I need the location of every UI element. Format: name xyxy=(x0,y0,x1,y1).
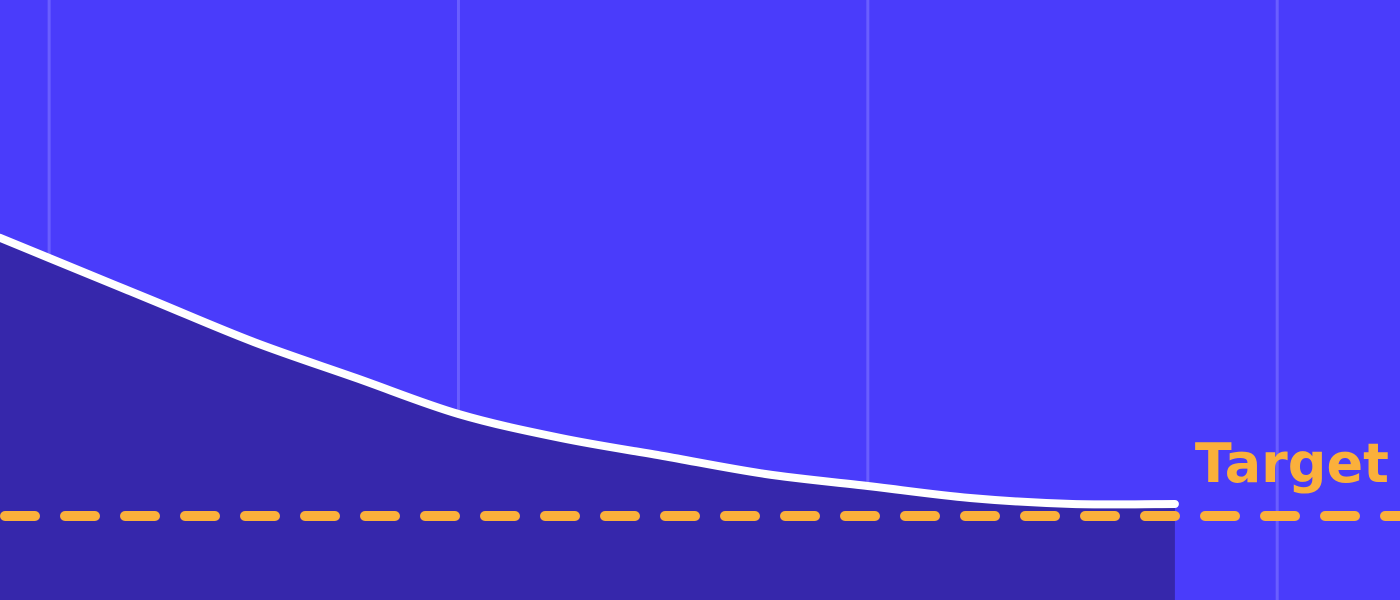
data-point xyxy=(352,374,360,382)
data-point xyxy=(761,470,769,478)
series-line xyxy=(0,233,1179,509)
target-label: Target xyxy=(1195,432,1389,495)
area-fill xyxy=(0,237,1175,600)
data-point xyxy=(1171,500,1179,508)
data-point xyxy=(454,410,462,418)
data-point xyxy=(557,434,565,442)
data-point xyxy=(45,254,53,262)
data-point xyxy=(659,452,667,460)
data-point xyxy=(147,296,155,304)
data-point xyxy=(864,482,872,490)
data-point xyxy=(1069,500,1077,508)
data-point xyxy=(966,494,974,502)
data-point xyxy=(250,338,258,346)
